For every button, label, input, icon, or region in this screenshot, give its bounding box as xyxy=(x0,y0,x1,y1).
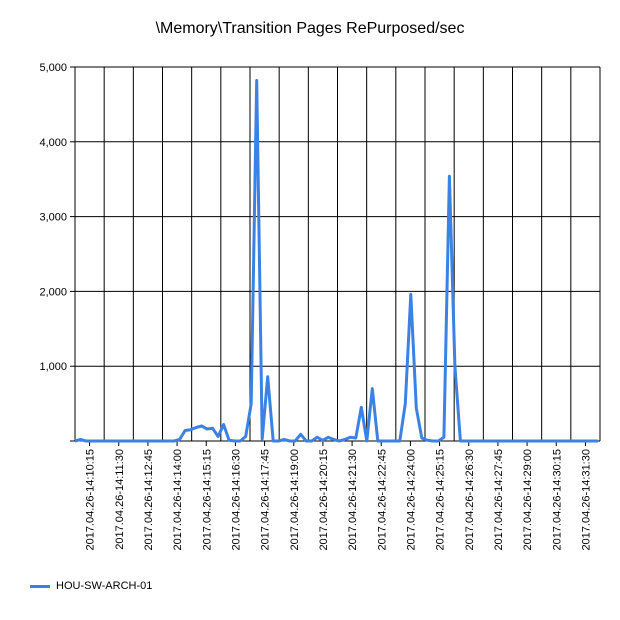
chart-title: \Memory\Transition Pages RePurposed/sec xyxy=(155,20,465,37)
x-tick-label: 2017.04.26-14:12:45 xyxy=(143,449,155,551)
x-tick-label: 2017.04.26-14:24:00 xyxy=(405,449,417,551)
x-tick-label: 2017.04.26-14:31:30 xyxy=(580,449,592,551)
y-tick-label: 3,000 xyxy=(39,212,67,224)
x-tick-label: 2017.04.26-14:22:45 xyxy=(376,449,388,551)
x-tick-label: 2017.04.26-14:16:30 xyxy=(230,449,242,551)
x-tick-label: 2017.04.26-14:15:15 xyxy=(201,449,213,551)
y-tick-label: 1,000 xyxy=(39,361,67,373)
x-tick-label: 2017.04.26-14:17:45 xyxy=(260,449,272,551)
legend-label: HOU-SW-ARCH-01 xyxy=(56,580,153,592)
y-tick-label: 5,000 xyxy=(39,62,67,74)
grid-lines xyxy=(70,66,601,442)
x-tick-label: 2017.04.26-14:27:45 xyxy=(493,449,505,551)
x-tick-label: 2017.04.26-14:11:30 xyxy=(114,449,126,550)
x-axis-ticks: 2017.04.26-14:10:15 2017.04.26-14:11:30 20… xyxy=(85,441,592,551)
y-tick-label: 2,000 xyxy=(39,286,67,298)
x-tick-label: 2017.04.26-14:10:15 xyxy=(85,449,97,551)
x-tick-label: 2017.04.26-14:19:00 xyxy=(289,449,301,551)
legend: HOU-SW-ARCH-01 xyxy=(30,580,152,592)
y-tick-label: 4,000 xyxy=(39,137,67,149)
x-tick-label: 2017.04.26-14:30:15 xyxy=(551,449,563,551)
x-tick-label: 2017.04.26-14:20:15 xyxy=(318,449,330,551)
x-tick-label: 2017.04.26-14:25:15 xyxy=(435,449,447,551)
x-tick-label: 2017.04.26-14:29:00 xyxy=(522,449,534,551)
x-tick-label: 2017.04.26-14:26:30 xyxy=(464,449,476,551)
y-axis-ticks: 5,000 4,000 3,000 2,000 1,000 xyxy=(39,62,67,373)
x-tick-label: 2017.04.26-14:14:00 xyxy=(172,449,184,551)
series-lines xyxy=(74,79,598,443)
legend-swatch xyxy=(30,584,50,588)
x-tick-label: 2017.04.26-14:21:30 xyxy=(347,449,359,551)
series-line xyxy=(74,79,598,443)
